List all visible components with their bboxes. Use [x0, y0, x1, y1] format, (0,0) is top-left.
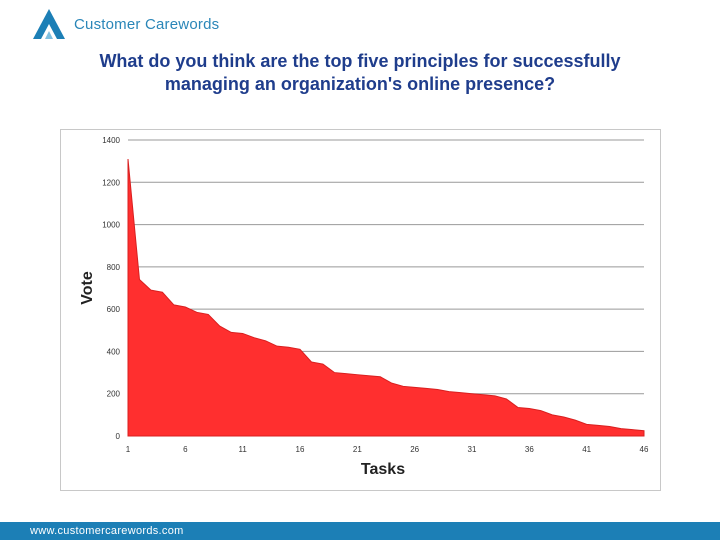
slide-title-line-2: managing an organization's online presen…	[164, 74, 556, 94]
x-tick-label: 6	[183, 445, 188, 454]
chart-frame: 0 200 400 600 800 1000 1200 1400 1 6 11 16 21 26 31 36…	[60, 129, 661, 491]
customer-carewords-logo-icon	[33, 9, 65, 39]
y-tick-labels: 0 200 400 600 800 1000 1200 1400	[102, 136, 120, 441]
y-axis-label: Vote	[79, 271, 96, 305]
vote-area	[127, 158, 645, 437]
x-tick-label: 36	[525, 445, 534, 454]
x-tick-labels: 1 6 11 16 21 26 31 36 41 46	[126, 445, 649, 454]
footer-bar: www.customercarewords.com	[0, 522, 720, 540]
slide-title: What do you think are the top five princ…	[20, 50, 700, 96]
x-tick-label: 11	[239, 445, 248, 454]
x-tick-label: 46	[640, 445, 649, 454]
x-tick-label: 26	[410, 445, 419, 454]
x-tick-label: 31	[468, 445, 477, 454]
brand-name: Customer Carewords	[74, 15, 220, 33]
slide-title-line-1: What do you think are the top five princ…	[99, 51, 621, 71]
y-tick-label: 1000	[102, 221, 120, 230]
brand-header: Customer Carewords	[30, 6, 219, 42]
x-tick-label: 41	[582, 445, 591, 454]
y-tick-label: 400	[107, 347, 121, 356]
x-tick-label: 1	[126, 445, 131, 454]
y-tick-label: 0	[116, 432, 121, 441]
y-tick-label: 800	[107, 263, 121, 272]
y-tick-label: 600	[107, 305, 121, 314]
x-axis-label: Tasks	[361, 461, 405, 478]
y-tick-label: 1200	[102, 178, 120, 187]
x-tick-label: 16	[296, 445, 305, 454]
y-tick-label: 1400	[102, 136, 120, 145]
x-tick-label: 21	[353, 445, 362, 454]
y-tick-label: 200	[107, 390, 121, 399]
footer-url[interactable]: www.customercarewords.com	[30, 525, 184, 537]
